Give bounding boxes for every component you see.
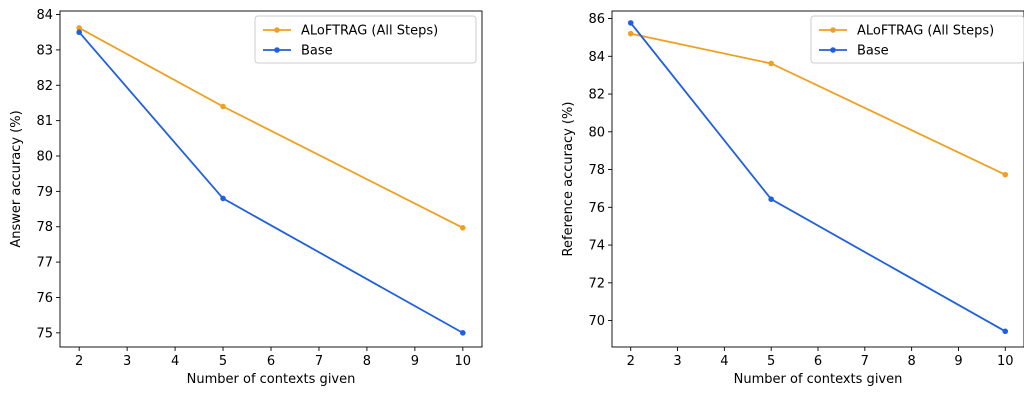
x-tick-label: 9	[411, 354, 419, 369]
x-axis-label: Number of contexts given	[734, 372, 903, 387]
y-tick-label: 74	[588, 239, 605, 254]
y-tick-label: 82	[36, 79, 53, 94]
y-tick-label: 82	[588, 88, 605, 103]
data-point-aloftrag-all-steps	[460, 225, 466, 231]
y-tick-label: 84	[36, 8, 53, 23]
data-point-base	[1002, 328, 1009, 335]
legend: ALoFTRAG (All Steps) Base	[254, 15, 477, 64]
legend-label: Base	[857, 44, 889, 59]
y-tick-label: 76	[588, 201, 605, 216]
data-point-aloftrag-all-steps	[220, 103, 226, 110]
legend: ALoFTRAG (All Steps) Base	[810, 15, 1024, 64]
y-tick-label: 84	[588, 50, 605, 65]
legend-swatch-marker	[830, 47, 836, 53]
y-tick-label: 79	[36, 185, 53, 200]
y-tick-label: 70	[588, 314, 605, 329]
x-tick-label: 6	[814, 354, 822, 369]
x-tick-label: 8	[907, 354, 915, 369]
data-point-base	[768, 196, 774, 202]
y-axis-label: Reference accuracy (%)	[561, 102, 576, 257]
y-tick-label: 77	[36, 256, 53, 271]
x-tick-label: 5	[767, 354, 775, 369]
data-point-base	[460, 330, 466, 336]
y-axis-label: Answer accuracy (%)	[9, 110, 24, 247]
legend-label: ALoFTRAG (All Steps)	[301, 24, 438, 39]
data-point-base	[220, 195, 226, 202]
data-point-base	[627, 20, 634, 26]
x-tick-label: 7	[315, 354, 323, 369]
data-point-aloftrag-all-steps	[76, 25, 82, 31]
legend-label: Base	[301, 44, 333, 59]
legend-swatch-marker	[274, 27, 280, 33]
y-tick-label: 80	[36, 150, 53, 165]
x-tick-label: 9	[954, 354, 962, 369]
legend-box	[254, 15, 477, 64]
y-tick-label: 78	[588, 163, 605, 178]
legend-box	[810, 15, 1024, 64]
y-tick-label: 80	[588, 125, 605, 140]
y-tick-label: 72	[588, 276, 605, 291]
y-tick-label: 76	[36, 291, 53, 306]
x-tick-label: 4	[171, 354, 179, 369]
series-line-base	[630, 22, 1006, 333]
y-tick-label: 81	[36, 114, 53, 129]
data-point-aloftrag-all-steps	[768, 60, 774, 67]
series-line-base	[78, 31, 464, 334]
x-tick-label: 8	[363, 354, 371, 369]
y-tick-label: 78	[36, 220, 53, 235]
legend-swatch-marker	[830, 27, 836, 33]
legend-label: ALoFTRAG (All Steps)	[857, 24, 994, 39]
x-axis-label: Number of contexts given	[187, 372, 356, 387]
x-tick-label: 7	[861, 354, 869, 369]
x-tick-label: 5	[219, 354, 227, 369]
x-tick-label: 10	[455, 354, 472, 369]
x-tick-label: 6	[267, 354, 275, 369]
y-tick-label: 75	[36, 326, 53, 341]
x-tick-label: 10	[997, 354, 1014, 369]
x-tick-label: 3	[673, 354, 681, 369]
data-point-base	[76, 29, 82, 36]
x-tick-label: 3	[123, 354, 131, 369]
data-point-aloftrag-all-steps	[627, 30, 634, 37]
data-point-aloftrag-all-steps	[1002, 171, 1009, 178]
x-tick-label: 2	[75, 354, 83, 369]
x-tick-label: 4	[720, 354, 728, 369]
y-tick-label: 86	[588, 12, 605, 27]
y-tick-label: 83	[36, 43, 53, 58]
x-tick-label: 2	[627, 354, 635, 369]
legend-swatch-marker	[274, 47, 280, 53]
